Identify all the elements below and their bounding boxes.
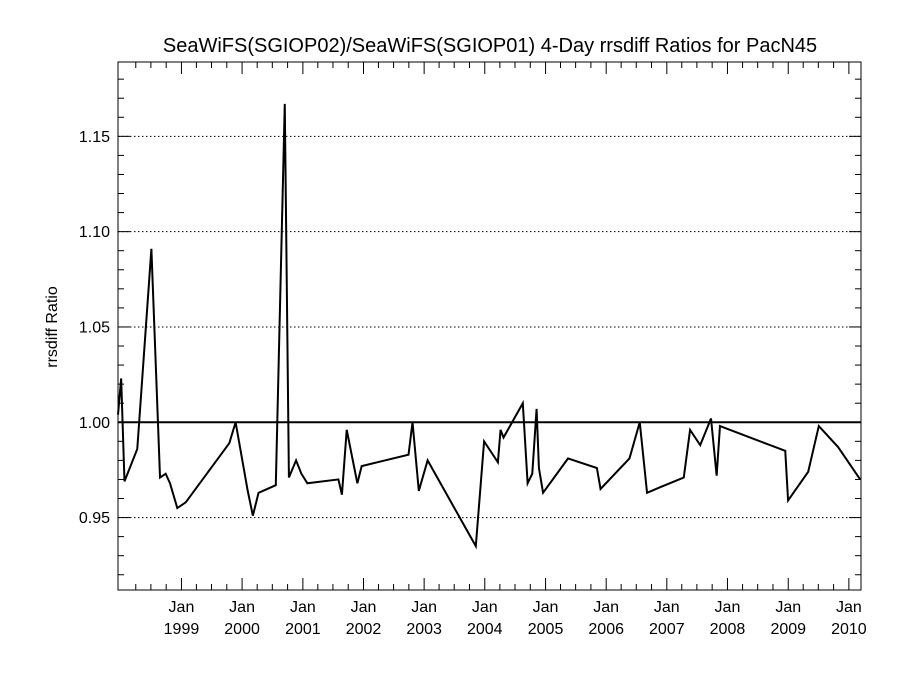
x-tick-month-label: Jan [775,599,801,616]
x-tick-year-label: 2005 [528,621,564,638]
x-tick-month-label: Jan [593,599,619,616]
plot-frame [117,61,862,591]
x-tick-year-label: 2007 [649,621,685,638]
ratio-series-line [117,103,861,550]
series-group [117,103,861,550]
x-tick-month-label: Jan [229,599,255,616]
tick-labels: 0.95 1.00 1.05 1.10 1.15 Jan 1999 Jan 2000 Jan 200… [79,129,867,638]
x-tick-year-label: 1999 [164,621,200,638]
x-tick-month-label: Jan [472,599,498,616]
x-tick-month-label: Jan [533,599,559,616]
x-tick-year-label: 2010 [831,621,867,638]
y-tick-label: 1.10 [79,224,110,241]
x-tick-year-label: 2000 [224,621,260,638]
x-tick-month-label: Jan [169,599,195,616]
x-tick-year-label: 2006 [588,621,624,638]
x-tick-year-label: 2008 [710,621,746,638]
x-tick-month-label: Jan [715,599,741,616]
x-tick-month-label: Jan [836,599,862,616]
y-tick-label: 1.15 [79,129,110,146]
y-tick-label: 0.95 [79,510,110,527]
y-axis-label: rrsdiff Ratio [44,286,61,368]
x-tick-month-label: Jan [290,599,316,616]
y-tick-label: 1.05 [79,319,110,336]
x-tick-month-label: Jan [654,599,680,616]
x-tick-year-label: 2001 [285,621,321,638]
y-tick-label: 1.00 [79,415,110,432]
x-tick-year-label: 2004 [467,621,503,638]
x-tick-month-label: Jan [351,599,377,616]
axis-ticks [118,62,861,590]
x-tick-month-label: Jan [411,599,437,616]
x-tick-year-label: 2002 [346,621,382,638]
x-tick-year-label: 2003 [406,621,442,638]
x-tick-year-label: 2009 [770,621,806,638]
chart-title: SeaWiFS(SGIOP02)/SeaWiFS(SGIOP01) 4-Day … [163,35,817,57]
